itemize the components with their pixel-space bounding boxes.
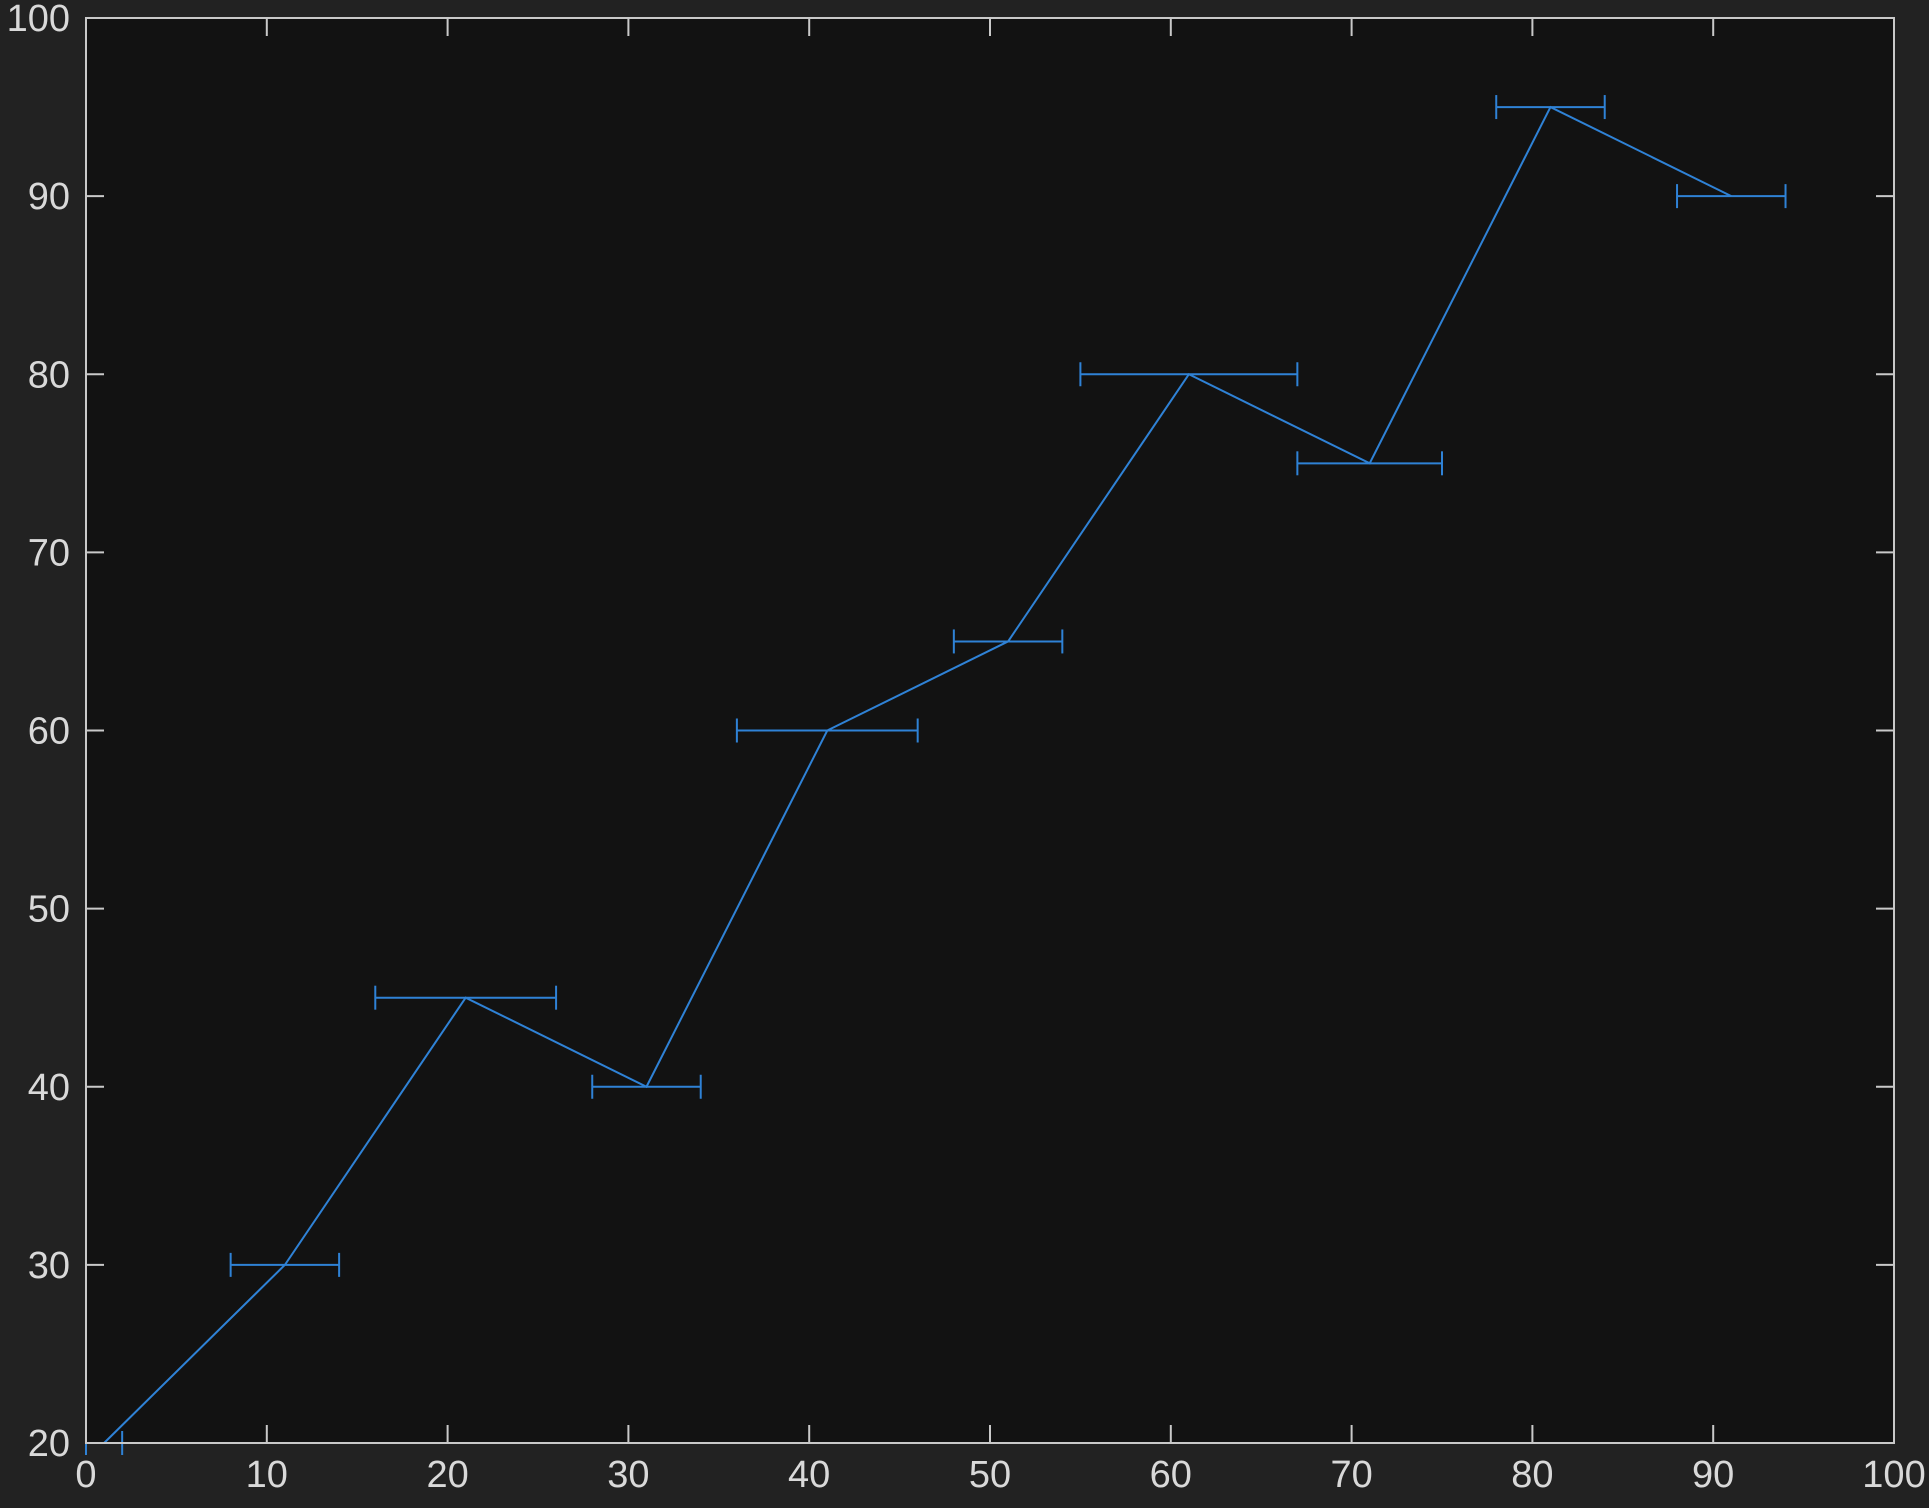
y-tick-label: 70	[28, 532, 70, 574]
y-tick-label: 100	[7, 0, 70, 40]
y-tick-label: 50	[28, 889, 70, 931]
x-tick-label: 10	[246, 1454, 288, 1496]
x-tick-label: 80	[1511, 1454, 1553, 1496]
y-tick-label: 40	[28, 1067, 70, 1109]
x-tick-label: 30	[607, 1454, 649, 1496]
x-tick-label: 60	[1150, 1454, 1192, 1496]
x-tick-label: 100	[1862, 1454, 1925, 1496]
x-tick-label: 0	[75, 1454, 96, 1496]
x-tick-label: 40	[788, 1454, 830, 1496]
x-tick-label: 20	[426, 1454, 468, 1496]
y-tick-label: 80	[28, 354, 70, 396]
y-tick-label: 30	[28, 1245, 70, 1287]
x-tick-label: 90	[1692, 1454, 1734, 1496]
y-tick-label: 60	[28, 711, 70, 753]
x-tick-label: 70	[1330, 1454, 1372, 1496]
y-tick-label: 20	[28, 1423, 70, 1465]
plot-area	[86, 18, 1894, 1443]
y-tick-label: 90	[28, 176, 70, 218]
x-tick-label: 50	[969, 1454, 1011, 1496]
